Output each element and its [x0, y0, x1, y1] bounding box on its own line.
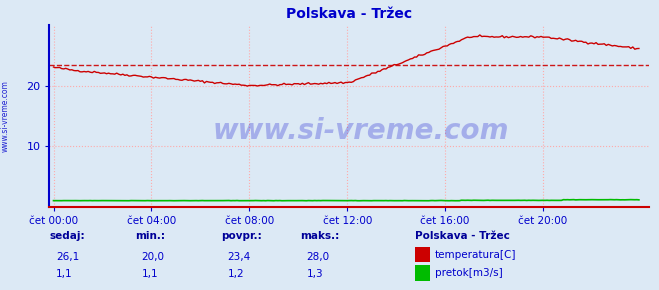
Text: povpr.:: povpr.: [221, 231, 262, 241]
Text: 28,0: 28,0 [306, 251, 330, 262]
Text: www.si-vreme.com: www.si-vreme.com [1, 80, 10, 152]
Text: 23,4: 23,4 [227, 251, 250, 262]
Text: temperatura[C]: temperatura[C] [435, 250, 517, 260]
Text: min.:: min.: [135, 231, 165, 241]
Text: 1,1: 1,1 [56, 269, 72, 279]
Title: Polskava - Tržec: Polskava - Tržec [286, 7, 413, 21]
Text: 1,1: 1,1 [142, 269, 158, 279]
Text: 1,3: 1,3 [306, 269, 323, 279]
Text: Polskava - Tržec: Polskava - Tržec [415, 231, 510, 241]
Text: www.si-vreme.com: www.si-vreme.com [213, 117, 509, 145]
Text: 20,0: 20,0 [142, 251, 165, 262]
Text: 1,2: 1,2 [227, 269, 244, 279]
Text: sedaj:: sedaj: [49, 231, 85, 241]
Text: pretok[m3/s]: pretok[m3/s] [435, 269, 503, 278]
Text: maks.:: maks.: [300, 231, 339, 241]
Text: 26,1: 26,1 [56, 251, 79, 262]
